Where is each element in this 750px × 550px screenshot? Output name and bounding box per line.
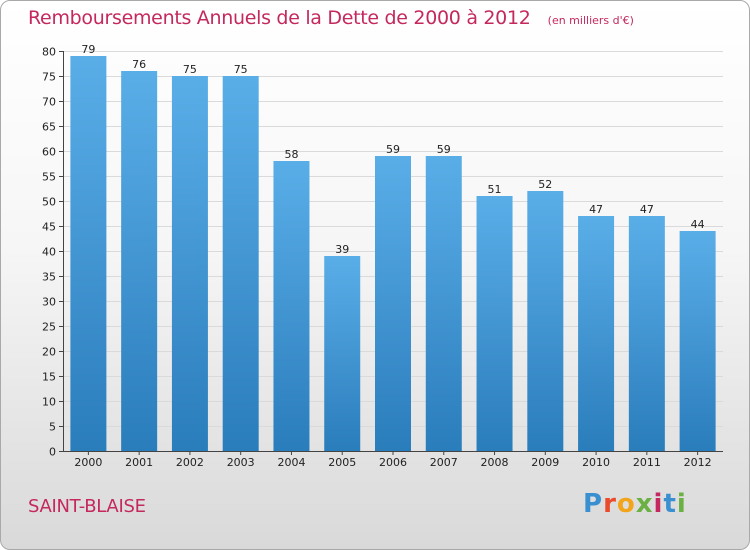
y-tick-label: 30	[42, 296, 56, 309]
y-tick-label: 55	[42, 171, 56, 184]
y-tick-label: 70	[42, 96, 56, 109]
data-label: 51	[488, 183, 502, 196]
x-tick-label: 2007	[430, 456, 458, 469]
bar	[527, 191, 564, 451]
logo-letter: x	[635, 489, 654, 519]
bar	[578, 216, 615, 451]
bar	[425, 156, 462, 451]
chart-unit: (en milliers d'€)	[547, 14, 634, 27]
x-tick-label: 2000	[74, 456, 102, 469]
logo-letter: i	[653, 489, 664, 519]
x-tick-label: 2003	[227, 456, 255, 469]
x-tick-label: 2002	[176, 456, 204, 469]
x-tick-label: 2008	[481, 456, 509, 469]
y-tick-label: 5	[49, 421, 56, 434]
y-tick-label: 45	[42, 221, 56, 234]
logo-letter: i	[676, 489, 687, 519]
x-tick-label: 2001	[125, 456, 153, 469]
bar	[375, 156, 411, 451]
data-label: 39	[335, 243, 349, 256]
y-tick-label: 15	[42, 371, 56, 384]
data-label: 75	[183, 63, 197, 76]
bar	[679, 231, 716, 451]
data-label: 59	[437, 143, 451, 156]
data-label: 47	[589, 203, 603, 216]
logo-letter: o	[616, 489, 636, 519]
y-tick-label: 10	[42, 396, 56, 409]
y-tick-label: 0	[49, 446, 56, 459]
x-tick-label: 2006	[379, 456, 407, 469]
chart-title: Remboursements Annuels de la Dette de 20…	[28, 7, 531, 29]
data-label: 44	[691, 218, 705, 231]
data-label: 58	[284, 148, 298, 161]
x-tick-label: 2009	[531, 456, 559, 469]
logo-letter: r	[603, 489, 617, 519]
y-tick-label: 65	[42, 121, 56, 134]
bar	[70, 56, 107, 451]
data-label: 59	[386, 143, 400, 156]
data-label: 75	[234, 63, 248, 76]
bar	[273, 161, 310, 451]
y-tick-label: 25	[42, 321, 56, 334]
y-tick-label: 80	[42, 46, 56, 59]
data-label: 47	[640, 203, 654, 216]
commune-name: SAINT-BLAISE	[28, 496, 146, 517]
bar	[121, 71, 158, 451]
x-tick-label: 2012	[684, 456, 712, 469]
y-tick-label: 75	[42, 71, 56, 84]
y-tick-label: 60	[42, 146, 56, 159]
bar	[222, 76, 259, 451]
data-label: 52	[538, 178, 552, 191]
bar	[324, 256, 361, 451]
bar	[476, 196, 513, 451]
proxiti-logo: Proxiti	[583, 489, 687, 519]
y-tick-label: 50	[42, 196, 56, 209]
logo-letter: P	[583, 489, 604, 519]
y-tick-label: 40	[42, 246, 56, 259]
logo-letter: t	[663, 489, 677, 519]
x-tick-label: 2004	[277, 456, 305, 469]
chart-title-row: Remboursements Annuels de la Dette de 20…	[28, 7, 634, 29]
data-label: 79	[81, 43, 95, 56]
x-tick-label: 2010	[582, 456, 610, 469]
bar	[171, 76, 208, 451]
x-tick-label: 2005	[328, 456, 356, 469]
data-label: 76	[132, 58, 146, 71]
x-tick-label: 2011	[633, 456, 661, 469]
bar	[628, 216, 665, 451]
y-tick-label: 20	[42, 346, 56, 359]
y-tick-label: 35	[42, 271, 56, 284]
